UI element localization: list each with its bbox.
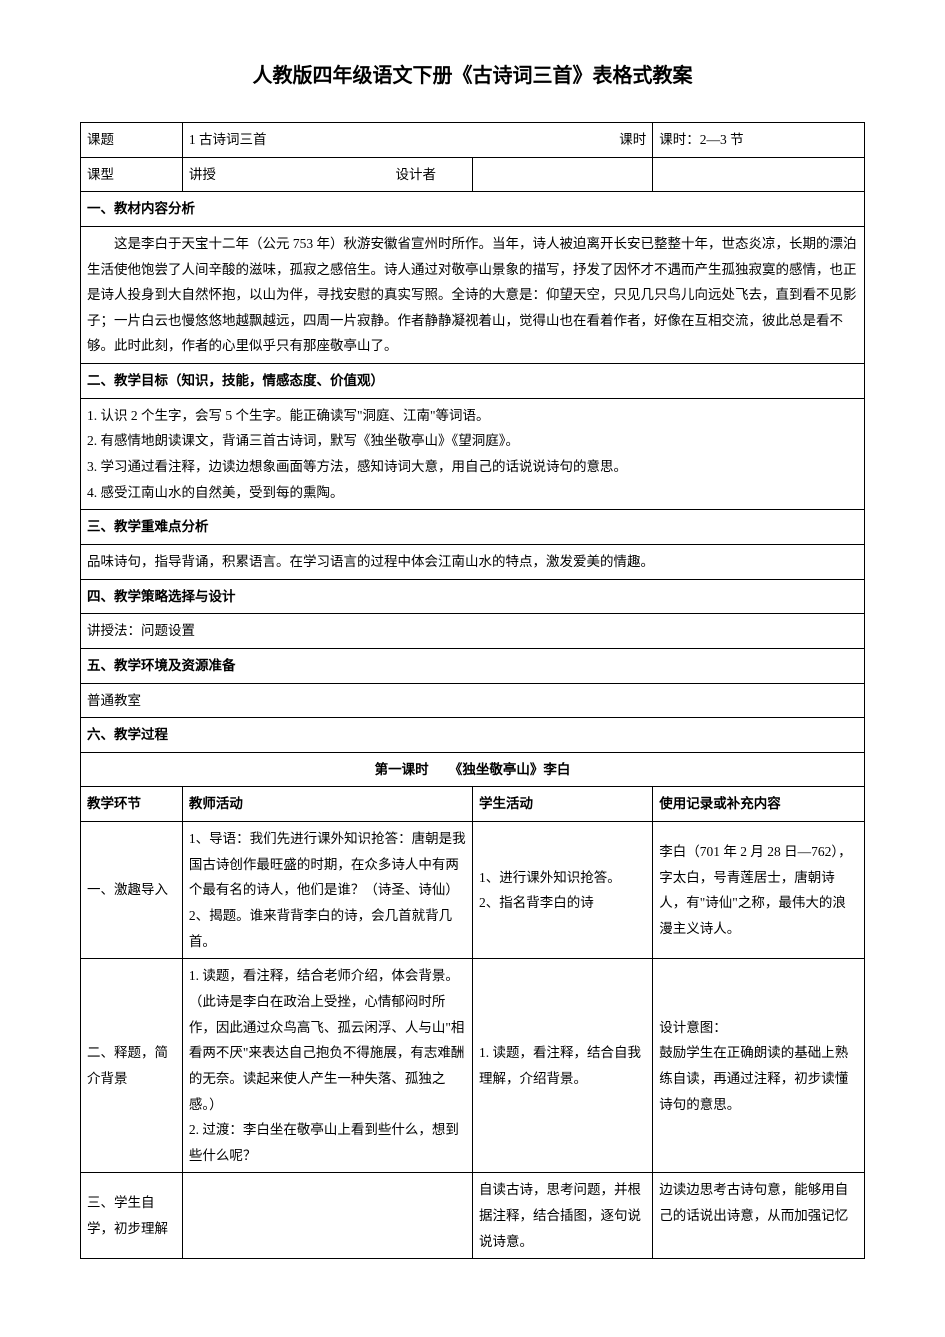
- keti-label: 课题: [81, 123, 183, 158]
- r3c4: 边读边思考古诗句意，能够用自己的话说出诗意，从而加强记忆: [653, 1173, 865, 1259]
- col-xuesheng: 学生活动: [472, 787, 652, 822]
- shejizhe-value: [472, 157, 652, 192]
- r2c1: 二、释题，简介背景: [81, 959, 183, 1173]
- section1-body: 这是李白于天宝十二年（公元 753 年）秋游安徽省宣州时所作。当年，诗人被迫离开…: [81, 226, 865, 363]
- keti-value: 1 古诗词三首: [182, 123, 472, 158]
- section4-heading: 四、教学策略选择与设计: [81, 579, 865, 614]
- r1c4: 李白（701 年 2 月 28 日—762），字太白，号青莲居士，唐朝诗人，有"…: [653, 822, 865, 959]
- s2-item3: 3. 学习通过看注释，边读边想象画面等方法，感知诗词大意，用自己的话说说诗句的意…: [87, 454, 858, 480]
- section4-body: 讲授法：问题设置: [81, 614, 865, 649]
- kexing-label: 课型: [81, 157, 183, 192]
- r2c4: 设计意图： 鼓励学生在正确朗读的基础上熟练自读，再通过注释，初步读懂诗句的意思。: [653, 959, 865, 1173]
- lesson-plan-table: 课题 1 古诗词三首 课时 课时：2—3 节 课型 讲授 设计者 一、教材内容分…: [80, 122, 865, 1259]
- s2-item1: 1. 认识 2 个生字，会写 5 个生字。能正确读写"洞庭、江南"等词语。: [87, 403, 858, 429]
- shejizhe-label: 设计者: [395, 162, 466, 188]
- keshi-label: 课时: [472, 123, 652, 158]
- shiyong-value: [653, 157, 865, 192]
- table-row: 一、激趣导入 1、导语：我们先进行课外知识抢答：唐朝是我国古诗创作最旺盛的时期，…: [81, 822, 865, 959]
- section5-body: 普通教室: [81, 683, 865, 718]
- section1-heading: 一、教材内容分析: [81, 192, 865, 227]
- r3c3: 自读古诗，思考问题，并根据注释，结合插图，逐句说说诗意。: [472, 1173, 652, 1259]
- r2c3: 1. 读题，看注释，结合自我理解，介绍背景。: [472, 959, 652, 1173]
- section3-body: 品味诗句，指导背诵，积累语言。在学习语言的过程中体会江南山水的特点，激发爱美的情…: [81, 544, 865, 579]
- r3c1: 三、学生自学，初步理解: [81, 1173, 183, 1259]
- table-row: 二、释题，简介背景 1. 读题，看注释，结合老师介绍，体会背景。 （此诗是李白在…: [81, 959, 865, 1173]
- r3c2: [182, 1173, 472, 1259]
- col-jiaoshi: 教师活动: [182, 787, 472, 822]
- section3-heading: 三、教学重难点分析: [81, 510, 865, 545]
- keshi-value: 课时：2—3 节: [653, 123, 865, 158]
- s2-item4: 4. 感受江南山水的自然美，受到每的熏陶。: [87, 480, 858, 506]
- col-huanjie: 教学环节: [81, 787, 183, 822]
- s2-item2: 2. 有感情地朗读课文，背诵三首古诗词，默写《独坐敬亭山》《望洞庭》。: [87, 428, 858, 454]
- section5-heading: 五、教学环境及资源准备: [81, 648, 865, 683]
- section6-heading: 六、教学过程: [81, 718, 865, 753]
- r1c3: 1、进行课外知识抢答。 2、指名背李白的诗: [472, 822, 652, 959]
- section2-body: 1. 认识 2 个生字，会写 5 个生字。能正确读写"洞庭、江南"等词语。 2.…: [81, 398, 865, 510]
- r1c1: 一、激趣导入: [81, 822, 183, 959]
- col-buchong: 使用记录或补充内容: [653, 787, 865, 822]
- kexing-value: 讲授 设计者: [182, 157, 472, 192]
- doc-title: 人教版四年级语文下册《古诗词三首》表格式教案: [80, 60, 865, 92]
- r1c2: 1、导语：我们先进行课外知识抢答：唐朝是我国古诗创作最旺盛的时期，在众多诗人中有…: [182, 822, 472, 959]
- r2c2: 1. 读题，看注释，结合老师介绍，体会背景。 （此诗是李白在政治上受挫，心情郁闷…: [182, 959, 472, 1173]
- lesson1-header: 第一课时 《独坐敬亭山》李白: [81, 752, 865, 787]
- table-row: 三、学生自学，初步理解 自读古诗，思考问题，并根据注释，结合插图，逐句说说诗意。…: [81, 1173, 865, 1259]
- section2-heading: 二、教学目标（知识，技能，情感态度、价值观）: [81, 364, 865, 399]
